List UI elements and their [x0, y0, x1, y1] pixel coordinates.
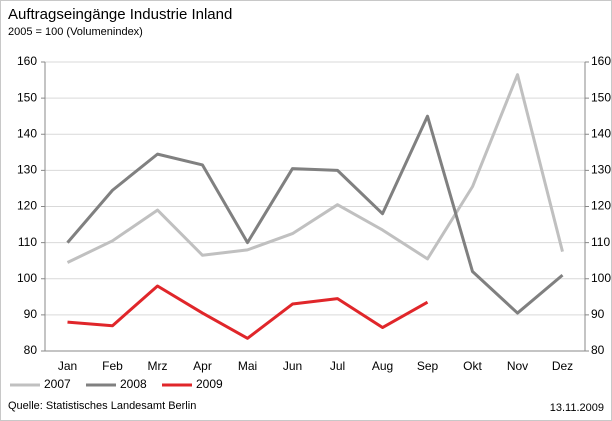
- y2-tick-label: 110: [591, 235, 610, 249]
- y-tick-label: 160: [17, 54, 37, 68]
- chart-subtitle: 2005 = 100 (Volumenindex): [8, 26, 143, 38]
- x-tick-label: Sep: [417, 359, 439, 373]
- y2-tick-label: 120: [591, 199, 611, 213]
- x-tick-label: Okt: [463, 359, 482, 373]
- x-tick-label: Dez: [552, 359, 573, 373]
- legend-label: 2009: [196, 377, 223, 391]
- x-tick-label: Apr: [193, 359, 212, 373]
- y2-tick-label: 100: [591, 271, 611, 285]
- legend-label: 2008: [120, 377, 147, 391]
- x-tick-label: Jul: [330, 359, 345, 373]
- series-line: [66, 73, 564, 264]
- legend-label: 2007: [44, 377, 71, 391]
- date: 13.11.2009: [550, 402, 604, 414]
- series-line: [66, 114, 564, 315]
- x-tick-label: Nov: [507, 359, 528, 373]
- y2-tick-label: 130: [591, 163, 611, 177]
- y-tick-label: 110: [18, 235, 37, 249]
- y-tick-label: 150: [17, 90, 37, 104]
- x-tick-label: Jan: [58, 359, 77, 373]
- y2-tick-label: 90: [591, 307, 605, 321]
- source: Quelle: Statistisches Landesamt Berlin: [8, 400, 196, 412]
- y2-tick-label: 140: [591, 126, 611, 140]
- chart-title: Auftragseingänge Industrie Inland: [8, 6, 232, 23]
- y2-tick-label: 80: [591, 343, 605, 357]
- x-tick-label: Feb: [102, 359, 123, 373]
- y2-tick-label: 150: [591, 90, 611, 104]
- y-tick-label: 120: [17, 199, 37, 213]
- y-tick-label: 100: [17, 271, 37, 285]
- y-tick-label: 80: [24, 343, 38, 357]
- x-tick-label: Aug: [372, 359, 393, 373]
- x-tick-label: Mrz: [148, 359, 168, 373]
- y-tick-label: 90: [24, 307, 38, 321]
- x-tick-label: Jun: [283, 359, 302, 373]
- x-tick-label: Mai: [238, 359, 257, 373]
- y2-tick-label: 160: [591, 54, 611, 68]
- series-line: [67, 284, 429, 340]
- y-tick-label: 130: [17, 163, 37, 177]
- y-tick-label: 140: [17, 126, 37, 140]
